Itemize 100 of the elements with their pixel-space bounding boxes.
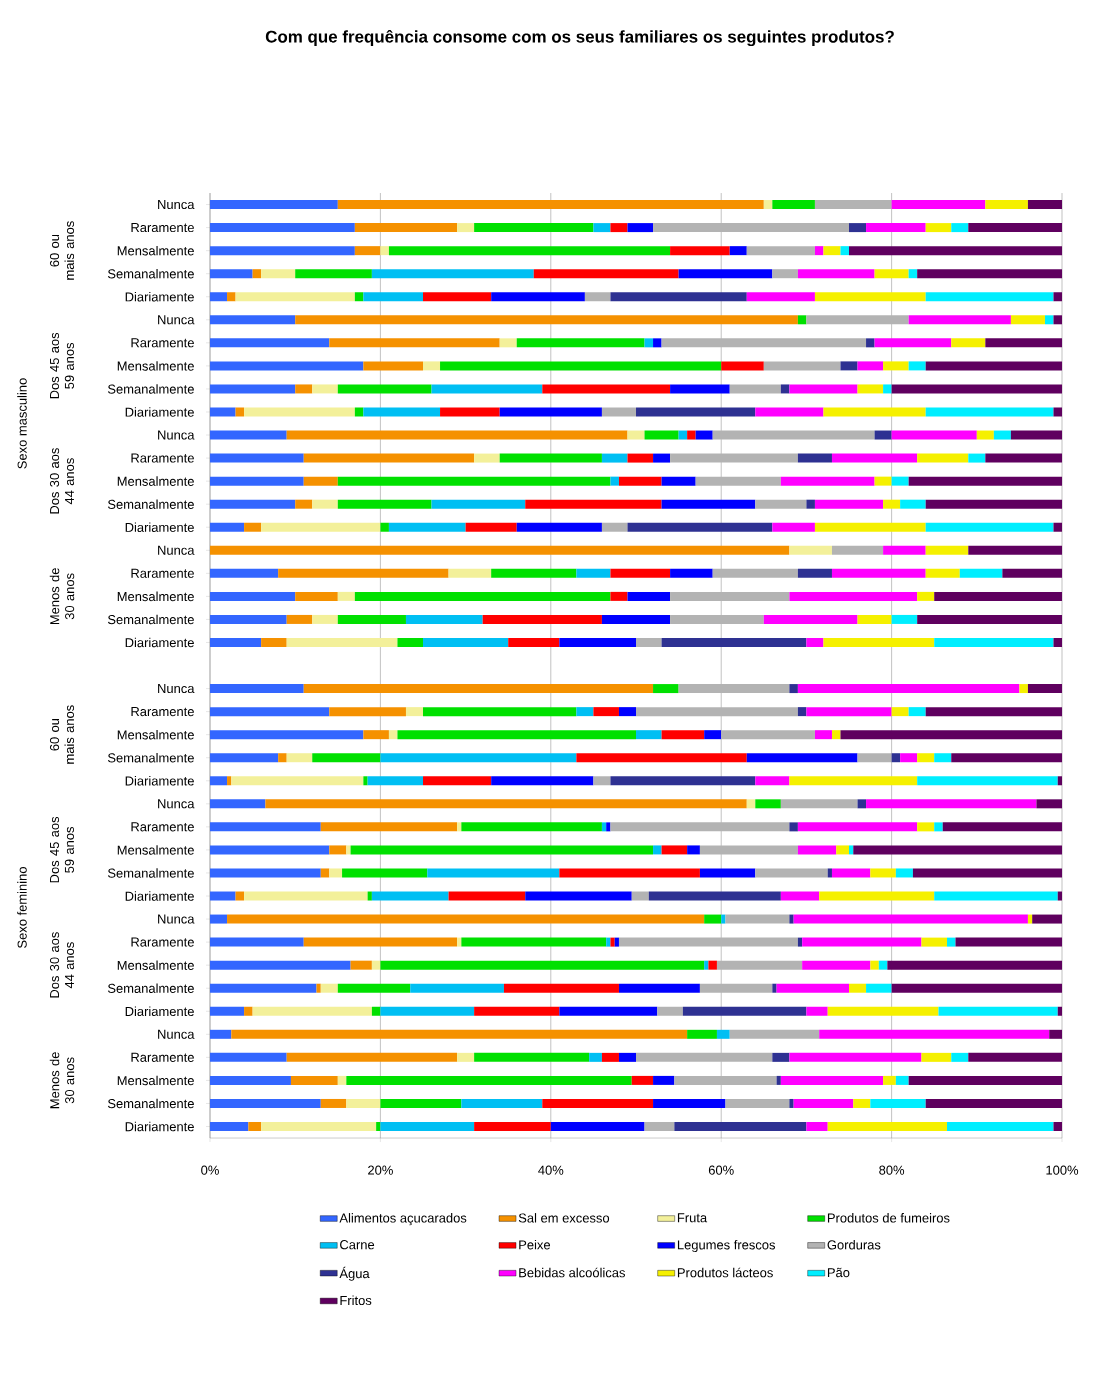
bar bbox=[925, 361, 1063, 371]
bar bbox=[806, 315, 909, 325]
bar bbox=[789, 545, 832, 555]
bar bbox=[491, 292, 585, 302]
bar bbox=[252, 269, 262, 279]
bar bbox=[814, 246, 824, 256]
bar bbox=[636, 707, 798, 717]
bar bbox=[699, 868, 756, 878]
bar bbox=[874, 430, 892, 440]
bar bbox=[636, 730, 662, 740]
bar bbox=[776, 983, 850, 993]
text: Dos 30 aos 44 anos bbox=[49, 448, 75, 514]
bar bbox=[290, 1075, 338, 1085]
bar bbox=[440, 361, 722, 371]
bar bbox=[461, 1098, 543, 1108]
bar bbox=[870, 1098, 926, 1108]
bar bbox=[542, 384, 671, 394]
bar bbox=[789, 776, 918, 786]
bar bbox=[210, 200, 338, 210]
bar bbox=[780, 891, 820, 901]
text: Dos 45 aos 59 anos bbox=[50, 816, 74, 883]
bar bbox=[410, 983, 504, 993]
bar bbox=[891, 200, 986, 210]
bar bbox=[295, 315, 798, 325]
bar bbox=[917, 591, 935, 601]
bar bbox=[985, 200, 1028, 210]
y-tick-label: Mensalmente bbox=[117, 729, 194, 740]
bar bbox=[503, 983, 619, 993]
bar bbox=[367, 776, 423, 786]
bar bbox=[814, 522, 926, 532]
bar bbox=[337, 614, 406, 624]
bar bbox=[610, 937, 615, 947]
bar bbox=[210, 868, 321, 878]
bar bbox=[891, 983, 1063, 993]
bar bbox=[606, 937, 611, 947]
bar bbox=[636, 1052, 773, 1062]
bar bbox=[499, 338, 517, 348]
bar bbox=[934, 891, 1058, 901]
bar bbox=[968, 1052, 1063, 1062]
bar bbox=[601, 614, 671, 624]
bar bbox=[917, 822, 935, 832]
bar bbox=[802, 960, 871, 970]
bar bbox=[627, 430, 645, 440]
bar bbox=[627, 522, 773, 532]
bar bbox=[661, 476, 696, 486]
bar bbox=[849, 845, 854, 855]
bar bbox=[636, 637, 662, 647]
bar bbox=[891, 614, 918, 624]
bar bbox=[746, 799, 756, 809]
bar bbox=[303, 684, 654, 694]
bar bbox=[789, 914, 794, 924]
bar bbox=[559, 868, 700, 878]
bar bbox=[210, 730, 364, 740]
bar bbox=[793, 914, 1028, 924]
bar bbox=[908, 361, 926, 371]
bar bbox=[295, 591, 338, 601]
bar bbox=[533, 269, 679, 279]
bar bbox=[895, 1075, 909, 1085]
bar bbox=[244, 891, 368, 901]
bar bbox=[1053, 1122, 1063, 1131]
bar bbox=[704, 960, 709, 970]
bar bbox=[346, 1098, 381, 1108]
bar bbox=[687, 430, 696, 440]
text: 60 ou mais anos bbox=[49, 705, 75, 764]
bar bbox=[516, 522, 602, 532]
bar bbox=[231, 776, 364, 786]
bar bbox=[210, 568, 279, 578]
bar bbox=[746, 753, 858, 763]
bar bbox=[883, 545, 926, 555]
bar bbox=[405, 614, 483, 624]
y-tick-label: Semanalmente bbox=[107, 384, 194, 394]
bar bbox=[1010, 315, 1045, 325]
bar bbox=[704, 914, 722, 924]
bar bbox=[337, 983, 411, 993]
text: Dos 45 aos 59 anos bbox=[50, 332, 74, 399]
bar bbox=[235, 292, 355, 302]
bar bbox=[227, 914, 705, 924]
bar bbox=[874, 269, 909, 279]
bar bbox=[397, 730, 637, 740]
bar bbox=[827, 1006, 939, 1016]
y-tick-label: Mensalmente bbox=[117, 476, 194, 486]
bar bbox=[912, 868, 1063, 878]
bar bbox=[448, 891, 526, 901]
y-tick-label: Nunca bbox=[158, 684, 195, 694]
bar bbox=[491, 568, 577, 578]
bar bbox=[346, 1075, 632, 1085]
bar bbox=[610, 568, 671, 578]
x-tick-label: 100% bbox=[1046, 1165, 1079, 1175]
bar bbox=[210, 361, 364, 371]
bar bbox=[802, 937, 922, 947]
y-tick-label: Semanalmente bbox=[107, 614, 194, 625]
bar bbox=[883, 384, 892, 394]
bar bbox=[388, 522, 466, 532]
bar bbox=[934, 637, 1054, 647]
bar bbox=[772, 200, 815, 210]
bar bbox=[921, 1052, 952, 1062]
bar bbox=[878, 960, 888, 970]
legend-label: Legumes frescos bbox=[677, 1239, 776, 1253]
bar bbox=[823, 637, 935, 647]
bar bbox=[729, 384, 781, 394]
